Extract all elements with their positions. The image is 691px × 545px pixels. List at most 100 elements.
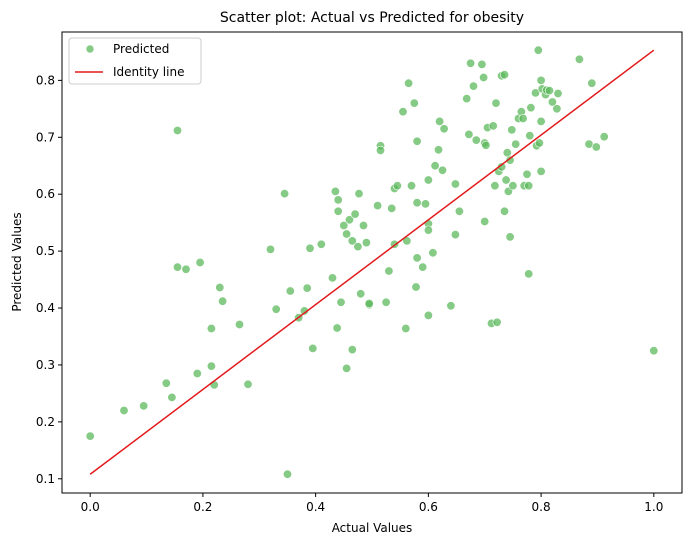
data-point [342, 229, 352, 239]
data-point [490, 181, 500, 191]
data-point [649, 346, 659, 356]
data-point [333, 206, 343, 216]
legend-label-predicted: Predicted [113, 42, 169, 56]
data-point [450, 230, 460, 240]
plot-area [61, 31, 683, 494]
data-point [435, 116, 445, 126]
data-point [406, 181, 416, 191]
data-point [450, 179, 460, 189]
data-point [499, 206, 509, 216]
data-point [411, 282, 421, 292]
data-point [173, 126, 183, 136]
data-point [364, 298, 374, 308]
data-point [235, 319, 245, 329]
legend-label-identity-line: Identity line [113, 65, 184, 79]
data-point [280, 189, 290, 199]
x-tick-label: 0.6 [419, 500, 438, 514]
data-point [119, 405, 129, 415]
data-point [462, 94, 472, 104]
data-point [536, 75, 546, 85]
data-point [591, 142, 601, 152]
data-point [384, 266, 394, 276]
data-point [536, 166, 546, 176]
data-point [167, 392, 177, 402]
data-point [526, 103, 536, 113]
data-point [181, 264, 191, 274]
data-point [522, 169, 532, 179]
data-point [481, 140, 491, 150]
legend-marker-predicted [85, 44, 95, 54]
data-point [507, 125, 517, 135]
data-point [446, 301, 456, 311]
data-point [547, 97, 557, 107]
y-axis-ticks: 0.1 0.2 0.3 0.4 0.5 0.6 0.7 0.8 [36, 73, 62, 486]
data-point [308, 343, 318, 353]
data-point [552, 104, 562, 114]
data-point [375, 145, 385, 155]
data-point [344, 215, 354, 225]
data-point [433, 145, 443, 155]
data-point [454, 206, 464, 216]
data-point [358, 221, 368, 231]
data-point [480, 217, 490, 227]
data-point [85, 431, 95, 441]
points-layer [85, 45, 659, 479]
data-point [505, 232, 515, 242]
data-point [409, 98, 419, 108]
data-point [534, 138, 544, 148]
data-point [218, 296, 228, 306]
data-point [285, 286, 295, 296]
data-point [347, 236, 357, 246]
data-point [497, 162, 507, 172]
data-point [418, 262, 428, 272]
data-point [209, 380, 219, 390]
data-point [412, 198, 422, 208]
identity-line [89, 49, 655, 475]
data-point [392, 181, 402, 191]
data-point [356, 289, 366, 299]
data-point [437, 165, 447, 175]
x-axis-ticks: 0.0 0.2 0.4 0.6 0.8 1.0 [81, 493, 663, 514]
data-point [336, 297, 346, 307]
data-point [342, 363, 352, 373]
data-point [533, 45, 543, 55]
data-point [339, 221, 349, 231]
data-point [299, 306, 309, 316]
data-point [373, 201, 383, 211]
y-tick-label: 0.1 [36, 472, 55, 486]
data-point [464, 129, 474, 139]
data-point [302, 283, 312, 293]
data-point [491, 98, 501, 108]
data-point [477, 59, 487, 69]
data-point [505, 155, 515, 165]
data-point [332, 323, 342, 333]
data-point [173, 262, 183, 272]
data-point [466, 58, 476, 68]
data-point [492, 317, 502, 327]
data-point [412, 136, 422, 146]
y-tick-label: 0.4 [36, 301, 55, 315]
data-point [471, 135, 481, 145]
chart-title: Scatter plot: Actual vs Predicted for ob… [220, 10, 524, 26]
data-point [428, 248, 438, 258]
data-point [439, 124, 449, 134]
data-point [361, 238, 371, 248]
data-point [139, 401, 149, 411]
data-point [501, 175, 511, 185]
x-tick-label: 0.8 [532, 500, 551, 514]
data-point [350, 209, 360, 219]
data-point [192, 368, 202, 378]
data-point [381, 297, 391, 307]
y-tick-label: 0.6 [36, 187, 55, 201]
data-point [327, 273, 337, 283]
data-point [511, 139, 521, 149]
data-point [544, 86, 554, 96]
data-point [524, 269, 534, 279]
x-tick-label: 1.0 [644, 500, 663, 514]
data-point [499, 70, 509, 80]
y-tick-label: 0.2 [36, 415, 55, 429]
data-point [206, 323, 216, 333]
data-point [524, 181, 534, 191]
x-tick-label: 0.2 [193, 500, 212, 514]
